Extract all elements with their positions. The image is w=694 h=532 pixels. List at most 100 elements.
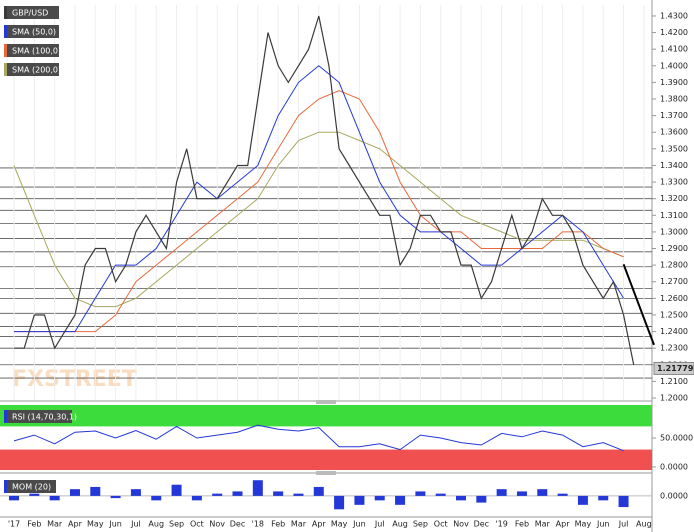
mom-bar [9,495,20,501]
mom-bar [191,495,202,501]
x-tick-label: Mar [535,520,551,529]
x-tick-label: Nov [453,520,469,529]
y-tick-label: 0.0000 [660,491,688,500]
mom-bar [456,495,467,501]
legend-label: GBP/USD [12,9,48,18]
legend-label: SMA (100,0) [12,47,61,56]
x-tick-label: May [575,520,592,529]
current-price-box [653,361,694,375]
legend-swatch [4,410,7,423]
y-tick-label: 50.0000 [660,433,693,442]
mom-bar [90,486,101,496]
mom-bar [618,495,629,508]
y-tick-label: 0.0000 [660,462,688,471]
panel-handle[interactable] [316,471,336,475]
mom-bar [557,493,568,496]
y-tick-label: 1.3500 [660,144,688,153]
y-tick-label: 1.4000 [660,61,688,70]
y-tick-label: 1.2800 [660,261,688,270]
legend-box [4,6,59,19]
mom-bar [212,493,223,496]
y-tick-label: 1.3400 [660,161,688,170]
x-tick-label: May [87,520,104,529]
x-tick-label: '18 [252,520,264,529]
y-tick-label: 1.4100 [660,45,688,54]
mom-bar [516,491,527,496]
legend-label: RSI (14,70,30,1) [12,413,77,422]
x-tick-label: Apr [312,520,327,529]
rsi-oversold-zone [0,449,652,470]
mom-bar [232,491,243,496]
mom-bar [171,484,182,496]
legend-label: SMA (50,0) [12,28,56,37]
x-tick-label: Sep [169,520,184,529]
y-tick-label: 1.2400 [660,327,688,336]
y-tick-label: 1.2100 [660,377,688,386]
y-tick-label: 1.3700 [660,111,688,120]
y-tick-label: 1.3300 [660,178,688,187]
y-tick-label: 1.3600 [660,128,688,137]
mom-bar [49,495,60,501]
mom-bar [577,495,588,505]
y-tick-label: 1.2900 [660,244,688,253]
mom-bar [476,495,487,503]
mom-bar [435,493,446,496]
x-tick-label: '17 [8,520,20,529]
rsi-line [13,424,624,452]
legend-box [4,25,59,38]
x-tick-label: '19 [495,520,507,529]
y-tick-label: 1.3800 [660,95,688,104]
y-tick-label: 1.3200 [660,194,688,203]
mom-bar [29,493,40,496]
legend-swatch [4,44,7,57]
x-tick-label: Feb [27,520,41,529]
rsi-overbought-zone [0,405,652,427]
y-tick-label: 1.4300 [660,11,688,20]
sma-line [13,131,624,308]
x-tick-label: Jul [618,520,629,529]
x-tick-label: Oct [190,520,204,529]
x-tick-label: May [331,520,348,529]
x-tick-label: Dec [474,520,489,529]
x-tick-label: Feb [515,520,529,529]
panel-handle[interactable] [316,400,336,404]
x-tick-label: Feb [271,520,285,529]
price-line [14,15,635,365]
x-tick-label: Apr [68,520,83,529]
legend-swatch [4,25,7,38]
mom-bar [313,486,324,496]
mom-bar [151,495,162,501]
legend-box [4,410,72,423]
mom-bar [537,489,548,496]
mom-bar [130,489,141,496]
legend-label: MOM (20) [12,483,51,492]
x-tick-label: Oct [434,520,448,529]
x-tick-label: Jun [352,520,366,529]
mom-bar [374,495,385,501]
legend-swatch [4,480,7,493]
x-tick-label: Aug [148,520,164,529]
mom-bar [395,495,406,505]
x-tick-label: Jul [130,520,141,529]
y-tick-label: 1.4200 [660,28,688,37]
x-tick-label: Aug [392,520,408,529]
watermark: FXSTREET [12,367,137,392]
x-tick-label: Nov [209,520,225,529]
x-tick-label: Mar [291,520,307,529]
y-tick-label: 1.2300 [660,344,688,353]
mom-bar [415,491,426,496]
x-tick-label: Apr [556,520,571,529]
y-tick-label: 1.2600 [660,294,688,303]
y-tick-label: 1.2700 [660,277,688,286]
y-tick-label: 1.3900 [660,78,688,87]
legend-box [4,480,56,493]
mom-bar [273,491,284,496]
x-tick-label: Aug [636,520,652,529]
mom-bar [334,495,345,510]
legend-label: SMA (200,0) [12,66,61,75]
mom-bar [354,495,365,505]
x-tick-label: Sep [413,520,428,529]
mom-bar [293,493,304,496]
x-tick-label: Dec [230,520,245,529]
